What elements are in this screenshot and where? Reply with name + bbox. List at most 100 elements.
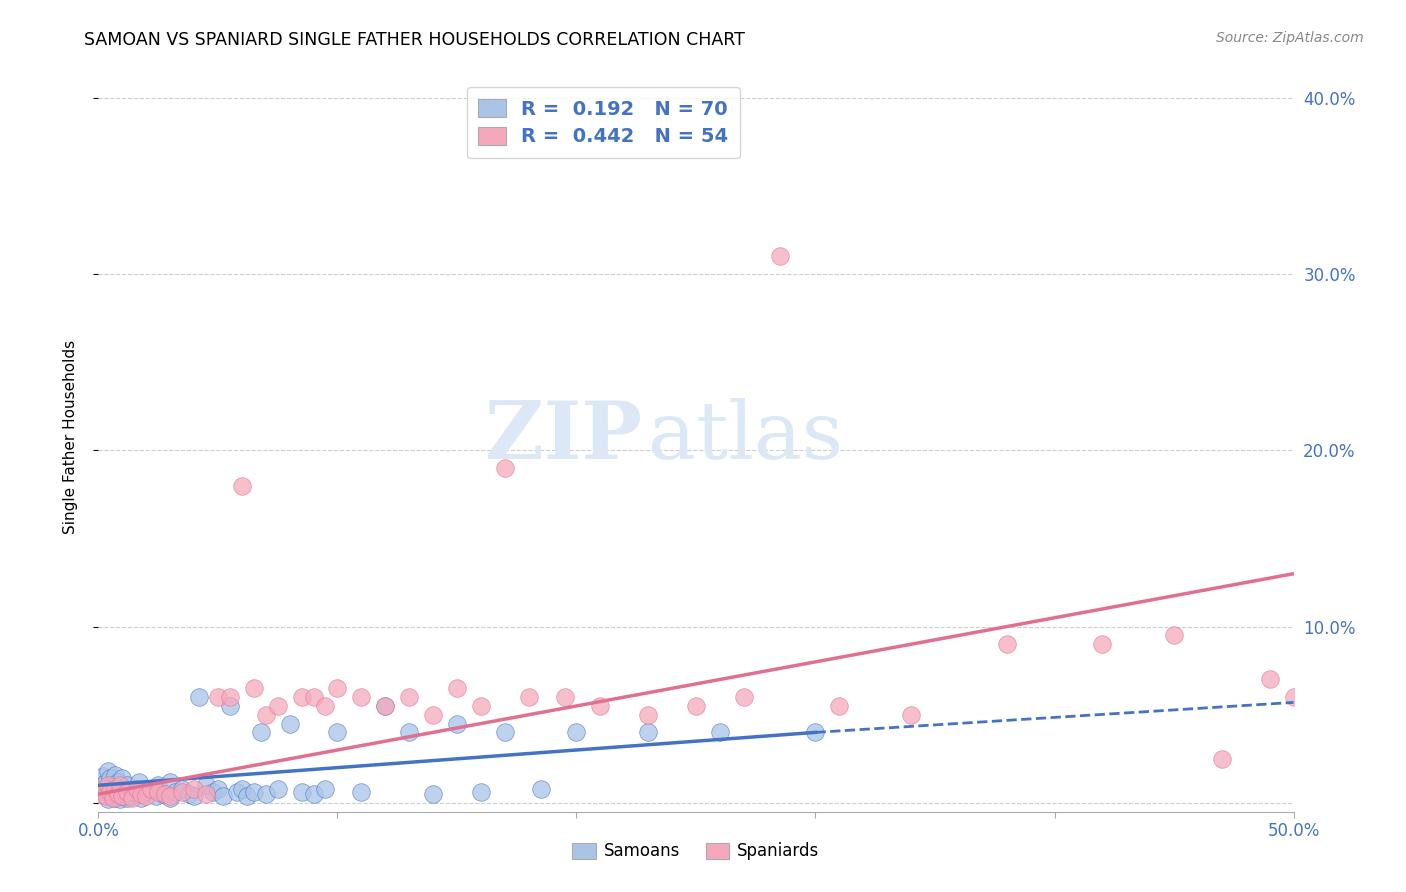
Point xyxy=(219,690,242,705)
Point xyxy=(111,789,134,803)
Point xyxy=(995,637,1018,651)
Point xyxy=(254,707,277,722)
Point xyxy=(139,781,162,796)
Point xyxy=(108,778,131,792)
Point xyxy=(1163,628,1185,642)
Point xyxy=(183,789,205,803)
Point xyxy=(733,690,755,705)
Point xyxy=(172,785,194,799)
Point xyxy=(291,785,314,799)
Point xyxy=(398,725,420,739)
Point xyxy=(90,787,112,801)
Point xyxy=(148,778,170,792)
Point xyxy=(121,789,143,803)
Point xyxy=(374,698,396,713)
Point xyxy=(91,769,114,783)
Legend: Samoans, Spaniards: Samoans, Spaniards xyxy=(565,836,827,867)
Point xyxy=(235,789,257,803)
Point xyxy=(128,774,150,789)
Point xyxy=(219,698,242,713)
Point xyxy=(94,787,117,801)
Point xyxy=(104,767,127,781)
Point xyxy=(107,787,129,801)
Point xyxy=(172,781,194,796)
Point xyxy=(243,785,266,799)
Point xyxy=(104,781,127,796)
Point xyxy=(107,774,129,789)
Text: SAMOAN VS SPANIARD SINGLE FATHER HOUSEHOLDS CORRELATION CHART: SAMOAN VS SPANIARD SINGLE FATHER HOUSEHO… xyxy=(84,31,745,49)
Point xyxy=(637,725,659,739)
Point xyxy=(125,781,148,796)
Point xyxy=(145,789,167,803)
Point xyxy=(98,785,122,799)
Point xyxy=(446,681,468,696)
Point xyxy=(278,716,301,731)
Point xyxy=(637,707,659,722)
Point xyxy=(900,707,922,722)
Point xyxy=(118,785,141,799)
Point xyxy=(155,787,177,801)
Point xyxy=(267,698,290,713)
Point xyxy=(159,789,181,803)
Point xyxy=(302,690,325,705)
Point xyxy=(104,790,127,805)
Point xyxy=(91,781,114,796)
Point xyxy=(94,789,117,803)
Point xyxy=(111,789,134,803)
Point xyxy=(226,785,249,799)
Point xyxy=(446,716,468,731)
Point xyxy=(374,698,396,713)
Point xyxy=(326,681,349,696)
Point xyxy=(114,785,136,799)
Point xyxy=(107,787,129,801)
Point xyxy=(135,789,157,803)
Point xyxy=(195,778,218,792)
Point xyxy=(183,781,205,796)
Point xyxy=(111,771,134,785)
Text: Source: ZipAtlas.com: Source: ZipAtlas.com xyxy=(1216,31,1364,45)
Point xyxy=(291,690,314,705)
Point xyxy=(101,789,124,803)
Point xyxy=(187,690,209,705)
Point xyxy=(398,690,420,705)
Point xyxy=(163,785,186,799)
Point xyxy=(195,787,218,801)
Point xyxy=(121,790,143,805)
Point xyxy=(554,690,576,705)
Point xyxy=(565,725,588,739)
Point xyxy=(152,787,174,801)
Point xyxy=(1211,752,1233,766)
Point xyxy=(302,787,325,801)
Point xyxy=(494,725,516,739)
Point xyxy=(1282,690,1305,705)
Point xyxy=(97,778,120,792)
Point xyxy=(211,789,233,803)
Point xyxy=(422,707,444,722)
Point xyxy=(207,781,229,796)
Point xyxy=(202,785,225,799)
Point xyxy=(159,774,181,789)
Point xyxy=(125,787,148,801)
Point xyxy=(98,771,122,785)
Point xyxy=(804,725,827,739)
Text: atlas: atlas xyxy=(648,398,844,476)
Point xyxy=(148,785,170,799)
Point xyxy=(326,725,349,739)
Point xyxy=(1091,637,1114,651)
Point xyxy=(94,774,117,789)
Point xyxy=(685,698,707,713)
Text: ZIP: ZIP xyxy=(485,398,643,476)
Point xyxy=(90,778,112,792)
Point xyxy=(135,785,157,799)
Point xyxy=(470,785,492,799)
Point xyxy=(101,778,124,792)
Point xyxy=(350,690,373,705)
Point xyxy=(231,781,253,796)
Point xyxy=(139,781,162,796)
Point xyxy=(828,698,851,713)
Point xyxy=(267,781,290,796)
Point xyxy=(315,781,337,796)
Point xyxy=(131,787,153,801)
Point xyxy=(1258,673,1281,687)
Point xyxy=(159,790,181,805)
